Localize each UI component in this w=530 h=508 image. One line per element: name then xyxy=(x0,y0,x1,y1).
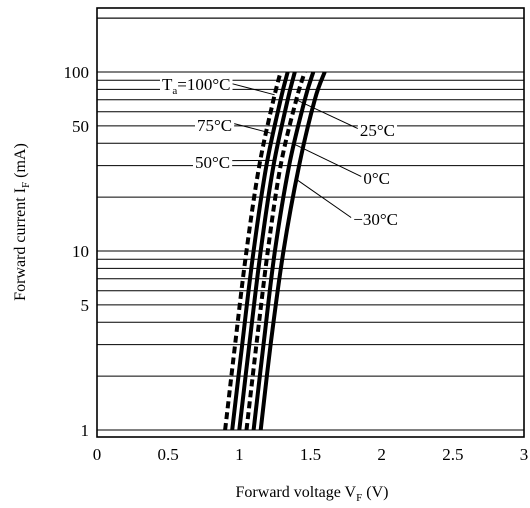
curve-label-background xyxy=(351,210,400,229)
leader-line xyxy=(232,83,275,96)
x-tick-label: 0.5 xyxy=(158,445,179,464)
curve-label-background xyxy=(160,75,233,97)
curve-label: −30°C xyxy=(353,210,398,229)
x-tick-label: 0 xyxy=(93,445,102,464)
leader-line xyxy=(296,99,359,130)
x-axis-title: Forward voltage VF (V) xyxy=(236,484,389,504)
x-tick-label: 2.5 xyxy=(442,445,463,464)
curve-label-background xyxy=(195,116,235,135)
y-tick-label: 5 xyxy=(81,296,90,315)
series-line xyxy=(251,71,316,431)
leader-layer xyxy=(232,83,362,219)
series-line xyxy=(237,71,297,431)
curve-label: 75°C xyxy=(197,116,232,135)
curve-label: 0°C xyxy=(363,169,390,188)
y-tick-label: 50 xyxy=(72,117,89,136)
curve-label-background xyxy=(357,121,397,140)
leader-line xyxy=(234,123,273,135)
y-tick-label: 1 xyxy=(81,421,90,440)
x-tick-label: 1 xyxy=(235,445,244,464)
curve-label-background xyxy=(361,169,392,188)
leader-line xyxy=(296,178,352,219)
curve-layer xyxy=(223,71,327,431)
series-line xyxy=(223,71,283,431)
x-tick-label: 1.5 xyxy=(300,445,321,464)
label-layer: Ta=100°C 75°C 50°C 25°C 0°C −30°C xyxy=(160,75,400,229)
curve-label: 50°C xyxy=(195,153,230,172)
series-line xyxy=(258,71,327,431)
y-tick-label: 100 xyxy=(64,63,90,82)
x-tick-label: 3 xyxy=(520,445,529,464)
series-line xyxy=(244,71,307,431)
curve-label: 25°C xyxy=(360,121,395,140)
tick-layer: 0 0.5 1 1.5 2 2.5 3 1 5 10 50 100 xyxy=(64,63,529,464)
y-tick-label: 10 xyxy=(72,242,89,261)
series-line xyxy=(230,71,290,431)
x-tick-label: 2 xyxy=(377,445,386,464)
curve-label: Ta=100°C xyxy=(162,75,231,97)
curve-label-background xyxy=(193,153,233,172)
plot-frame xyxy=(96,7,525,438)
leader-line xyxy=(293,143,362,178)
y-axis-title: Forward current IF (mA) xyxy=(12,143,32,301)
